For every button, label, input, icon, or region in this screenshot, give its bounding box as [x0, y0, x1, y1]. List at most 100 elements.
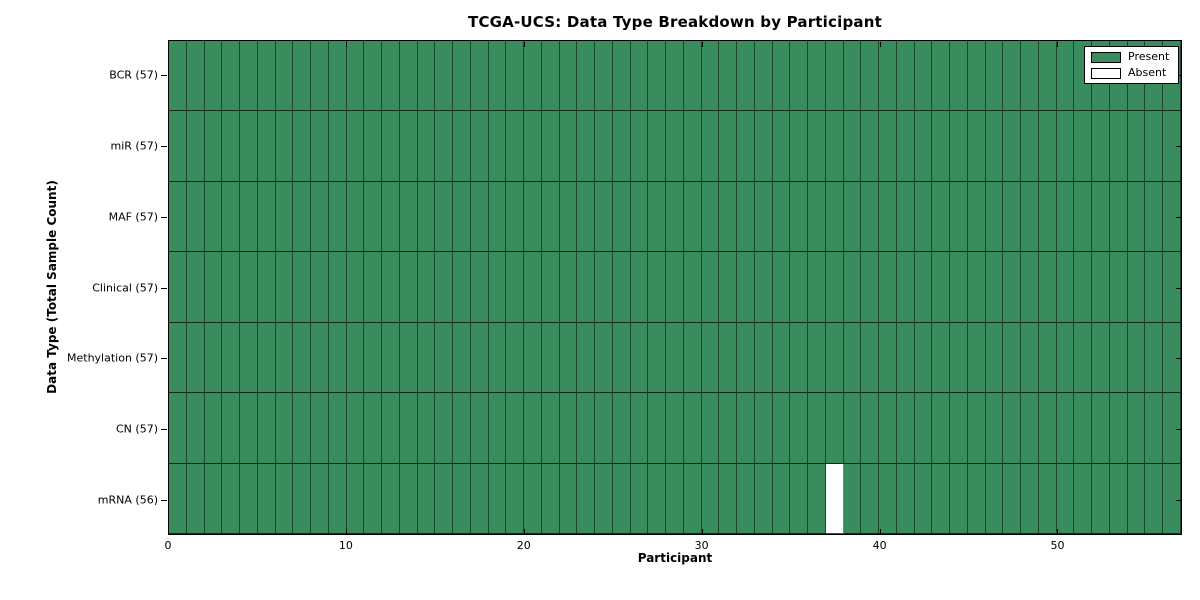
cell [701, 322, 720, 394]
cell [683, 252, 702, 323]
cell [204, 111, 223, 182]
cell [399, 393, 418, 464]
cell [595, 393, 613, 464]
cell [737, 41, 755, 112]
cell [222, 463, 241, 534]
cell [311, 393, 329, 464]
cell [737, 322, 755, 394]
cell [506, 111, 525, 182]
cell [399, 322, 418, 394]
y-tick-label-CN: CN (57) [116, 422, 158, 436]
cell [666, 463, 684, 534]
cell [595, 252, 613, 323]
cell [754, 393, 773, 464]
cell [577, 463, 596, 534]
cell [169, 322, 187, 394]
cell [577, 111, 596, 182]
y-tick-MAF [161, 216, 167, 218]
cell [1109, 322, 1128, 394]
cell [169, 181, 187, 253]
cell [382, 111, 400, 182]
cell [985, 41, 1004, 112]
cell [666, 393, 684, 464]
cell [950, 181, 968, 253]
y-tick-right-CN [1175, 428, 1181, 430]
cell [1109, 252, 1128, 323]
cell [950, 41, 968, 112]
cell [843, 393, 862, 464]
cell [169, 111, 187, 182]
cell [186, 111, 205, 182]
cell [1021, 322, 1039, 394]
cell [737, 111, 755, 182]
cell [257, 41, 276, 112]
y-tick-right-MAF [1175, 216, 1181, 218]
cell [719, 111, 738, 182]
cell [737, 181, 755, 253]
cell [399, 41, 418, 112]
cell [1056, 41, 1075, 112]
cell [1127, 252, 1146, 323]
cell [754, 252, 773, 323]
cell [825, 181, 844, 253]
cell [630, 181, 649, 253]
cell [1003, 252, 1022, 323]
cell [1074, 111, 1093, 182]
cell [1109, 393, 1128, 464]
cell [701, 181, 720, 253]
cell [275, 252, 294, 323]
cell [1038, 252, 1057, 323]
cell [435, 463, 454, 534]
y-tick-right-mRNA [1175, 499, 1181, 501]
cell [1092, 252, 1110, 323]
cell [346, 322, 365, 394]
cell [311, 463, 329, 534]
cell [169, 41, 187, 112]
cell [577, 393, 596, 464]
cell [1003, 41, 1022, 112]
cell [950, 463, 968, 534]
cell [293, 252, 312, 323]
cell [364, 393, 383, 464]
cell [541, 41, 560, 112]
cell [1092, 463, 1110, 534]
y-tick-label-Methylation: Methylation (57) [67, 351, 158, 365]
cell [1038, 463, 1057, 534]
cell [240, 111, 258, 182]
x-tick-bottom-40 [879, 528, 881, 534]
cell [666, 111, 684, 182]
cell [772, 322, 791, 394]
cell [1163, 463, 1181, 534]
cell [1145, 252, 1164, 323]
cell [506, 41, 525, 112]
cell [861, 393, 880, 464]
cell [541, 252, 560, 323]
cell [772, 181, 791, 253]
cell [470, 41, 489, 112]
cell [896, 111, 915, 182]
cell [435, 181, 454, 253]
cell [470, 322, 489, 394]
cell [222, 181, 241, 253]
cell [595, 322, 613, 394]
cell [506, 181, 525, 253]
cell [1021, 252, 1039, 323]
cell [1145, 181, 1164, 253]
cell [222, 322, 241, 394]
x-tick-label-30: 30 [694, 539, 709, 552]
cell [950, 111, 968, 182]
cell [790, 111, 809, 182]
cell [754, 322, 773, 394]
cell [1092, 181, 1110, 253]
cell [754, 41, 773, 112]
cell [825, 322, 844, 394]
cell [1056, 322, 1075, 394]
cell [470, 181, 489, 253]
legend-swatch-present [1091, 51, 1121, 63]
cell [293, 322, 312, 394]
cell [612, 181, 631, 253]
cell [1163, 322, 1181, 394]
cell [1056, 252, 1075, 323]
cell [896, 41, 915, 112]
